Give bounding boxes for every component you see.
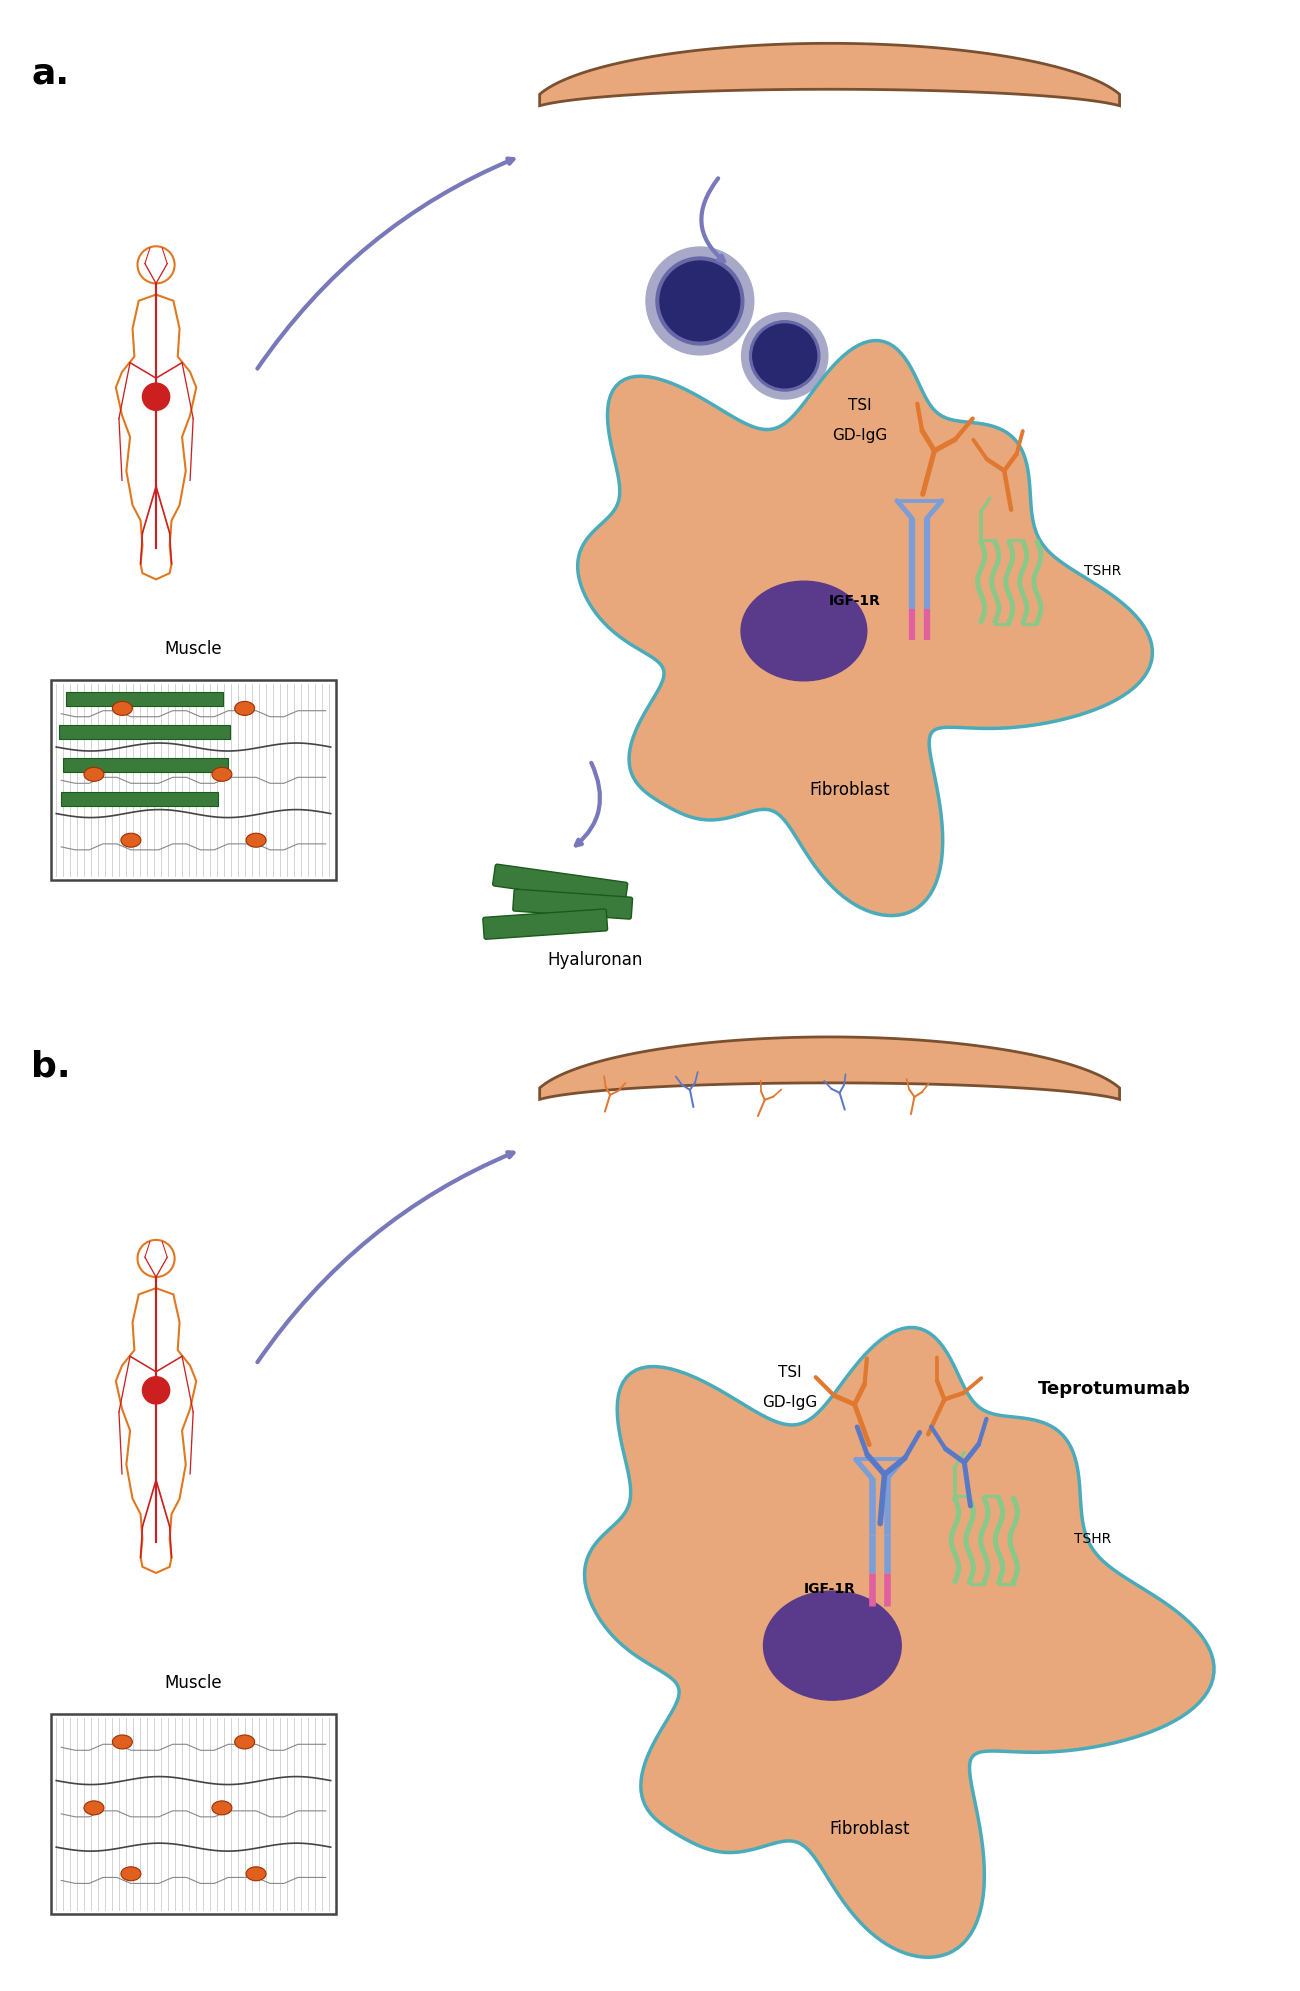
Bar (64, 759, 229, 773)
Text: Teprotumumab: Teprotumumab (1037, 1380, 1191, 1398)
Text: Muscle: Muscle (164, 641, 222, 659)
Text: TSI: TSI (777, 1366, 802, 1380)
Ellipse shape (121, 832, 140, 848)
Text: a.: a. (31, 56, 69, 90)
Ellipse shape (212, 767, 231, 780)
Text: IGF-1R: IGF-1R (803, 1583, 855, 1597)
Circle shape (143, 1376, 170, 1404)
Text: Fibroblast: Fibroblast (829, 1820, 910, 1838)
Ellipse shape (235, 701, 255, 715)
Ellipse shape (112, 701, 133, 715)
Ellipse shape (741, 581, 867, 681)
Circle shape (660, 261, 740, 340)
Bar (51, 681, 335, 880)
Polygon shape (540, 44, 1119, 106)
Circle shape (656, 257, 744, 344)
Circle shape (753, 325, 816, 388)
Ellipse shape (84, 767, 104, 780)
Ellipse shape (112, 1734, 133, 1748)
Circle shape (741, 313, 828, 398)
Ellipse shape (121, 1868, 140, 1881)
Bar (51, 1714, 335, 1913)
Ellipse shape (763, 1591, 901, 1700)
Ellipse shape (246, 1868, 266, 1881)
Text: GD-IgG: GD-IgG (832, 428, 887, 444)
Text: TSHR: TSHR (1084, 563, 1122, 577)
Text: Fibroblast: Fibroblast (810, 780, 889, 798)
Text: IGF-1R: IGF-1R (828, 593, 880, 607)
Bar (60, 725, 230, 739)
FancyBboxPatch shape (482, 910, 607, 940)
Text: b.: b. (31, 1049, 70, 1083)
Text: Hyaluronan: Hyaluronan (547, 952, 642, 970)
Ellipse shape (212, 1802, 231, 1816)
Bar (66, 693, 222, 707)
FancyBboxPatch shape (512, 890, 633, 920)
Circle shape (646, 247, 754, 354)
Ellipse shape (246, 832, 266, 848)
Text: Muscle: Muscle (164, 1674, 222, 1692)
Ellipse shape (235, 1734, 255, 1748)
Circle shape (143, 382, 170, 410)
Text: GD-IgG: GD-IgG (762, 1396, 818, 1410)
Ellipse shape (84, 1802, 104, 1816)
Text: TSI: TSI (848, 398, 871, 414)
Text: TSHR: TSHR (1074, 1533, 1112, 1547)
Circle shape (750, 321, 820, 390)
Polygon shape (577, 340, 1152, 916)
Polygon shape (540, 1037, 1119, 1099)
FancyBboxPatch shape (493, 864, 628, 904)
Polygon shape (585, 1328, 1214, 1957)
Bar (61, 792, 217, 806)
